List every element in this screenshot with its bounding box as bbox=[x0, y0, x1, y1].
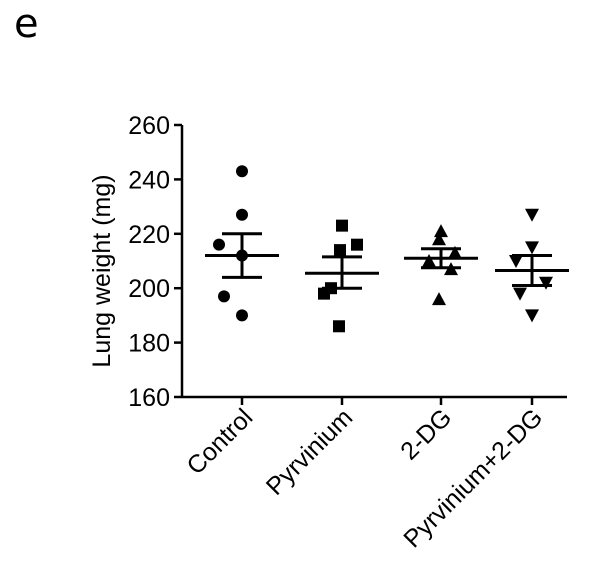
data-point bbox=[448, 245, 462, 259]
y-tick-label: 260 bbox=[128, 112, 170, 140]
data-point bbox=[236, 165, 248, 178]
data-point bbox=[513, 287, 527, 301]
chart-marks bbox=[205, 165, 569, 333]
data-point bbox=[218, 290, 230, 303]
x-tick-label: 2-DG bbox=[395, 403, 457, 465]
data-point bbox=[434, 224, 448, 238]
data-point bbox=[213, 238, 225, 251]
data-point bbox=[525, 208, 539, 222]
y-tick-label: 240 bbox=[128, 166, 170, 194]
y-axis-title: Lung weight (mg) bbox=[88, 174, 116, 367]
data-point bbox=[336, 219, 348, 232]
y-tick-label: 180 bbox=[128, 330, 170, 358]
data-point bbox=[351, 238, 363, 251]
data-point bbox=[432, 292, 446, 306]
data-point bbox=[525, 309, 539, 323]
data-point bbox=[333, 320, 345, 333]
y-tick-label: 160 bbox=[128, 384, 170, 412]
data-point bbox=[236, 208, 248, 221]
data-point bbox=[318, 287, 330, 300]
panel-label: e bbox=[14, 1, 39, 47]
data-point bbox=[422, 254, 436, 267]
data-point bbox=[509, 255, 523, 268]
y-tick-label: 200 bbox=[128, 275, 170, 303]
y-tick-label: 220 bbox=[128, 221, 170, 249]
data-point bbox=[539, 276, 553, 290]
x-tick-label: Pyrvinium bbox=[261, 403, 358, 500]
axes: 160 180 200 220 240 260 Lung weight (mg) Contro… bbox=[88, 112, 567, 553]
data-point bbox=[525, 241, 539, 255]
data-point bbox=[334, 244, 346, 257]
data-point bbox=[432, 232, 446, 246]
data-point bbox=[236, 309, 248, 322]
x-tick-label: Control bbox=[181, 403, 258, 480]
